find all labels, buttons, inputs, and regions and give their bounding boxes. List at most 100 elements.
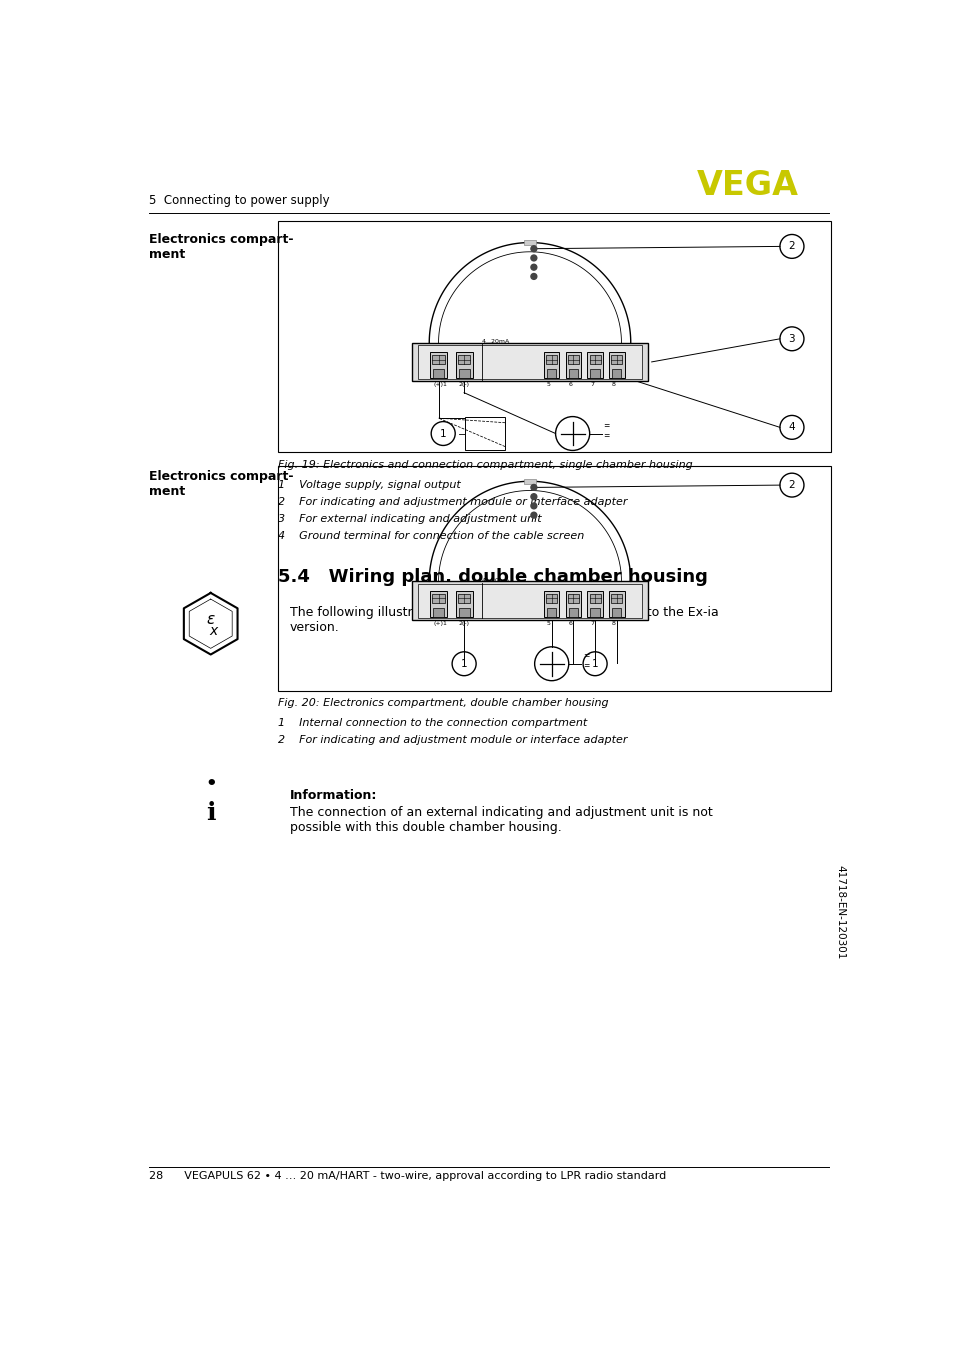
Text: 6: 6 — [568, 620, 572, 626]
Bar — [278, 466, 830, 691]
Bar — [417, 345, 641, 379]
Bar — [567, 355, 578, 364]
Text: 2: 2 — [788, 241, 795, 252]
Text: =
=: = = — [603, 421, 609, 440]
Text: 1: 1 — [591, 659, 598, 669]
Bar — [590, 368, 599, 378]
Text: 4    Ground terminal for connection of the cable screen: 4 Ground terminal for connection of the … — [278, 531, 584, 540]
Circle shape — [531, 255, 537, 261]
Bar — [587, 590, 602, 617]
Text: 3    For external indicating and adjustment unit: 3 For external indicating and adjustment… — [278, 513, 541, 524]
Text: 2    For indicating and adjustment module or interface adapter: 2 For indicating and adjustment module o… — [278, 497, 627, 506]
Text: (+)1: (+)1 — [433, 382, 447, 387]
Text: −: − — [469, 440, 477, 450]
Text: 2: 2 — [788, 481, 795, 490]
Text: 6: 6 — [568, 382, 572, 387]
Bar — [567, 593, 578, 603]
Text: 41718-EN-120301: 41718-EN-120301 — [834, 865, 844, 960]
Text: VEGA: VEGA — [696, 169, 798, 202]
Bar — [587, 352, 602, 378]
Text: Fig. 19: Electronics and connection compartment, single chamber housing: Fig. 19: Electronics and connection comp… — [278, 460, 692, 470]
Text: i: i — [206, 800, 215, 825]
Text: 8: 8 — [611, 620, 615, 626]
Text: 5: 5 — [546, 620, 550, 626]
Bar — [546, 608, 556, 617]
Bar — [417, 584, 641, 617]
Bar — [608, 590, 624, 617]
Circle shape — [531, 502, 537, 509]
Circle shape — [531, 246, 537, 252]
Bar — [590, 608, 599, 617]
Text: x: x — [209, 624, 217, 638]
Text: The following illustrations apply to the non-Ex as well as to the Ex-ia
version.: The following illustrations apply to the… — [290, 607, 718, 634]
Text: The connection of an external indicating and adjustment unit is not
possible wit: The connection of an external indicating… — [290, 806, 712, 834]
Circle shape — [531, 485, 537, 490]
Bar — [430, 590, 447, 617]
Bar — [568, 368, 578, 378]
Text: 5.4   Wiring plan, double chamber housing: 5.4 Wiring plan, double chamber housing — [278, 567, 707, 585]
Bar — [412, 343, 647, 382]
Text: Electronics compart-
ment: Electronics compart- ment — [149, 233, 293, 261]
Text: 1    Internal connection to the connection compartment: 1 Internal connection to the connection … — [278, 719, 587, 728]
Bar — [565, 352, 580, 378]
Bar — [543, 590, 558, 617]
Bar — [457, 355, 470, 364]
Bar — [546, 593, 557, 603]
Text: 4...20mA: 4...20mA — [481, 340, 510, 344]
Bar — [432, 593, 444, 603]
Circle shape — [531, 264, 537, 271]
Bar — [412, 581, 647, 620]
Text: 7: 7 — [590, 620, 594, 626]
Text: +: + — [469, 420, 476, 429]
Circle shape — [531, 494, 537, 500]
Bar — [430, 352, 447, 378]
Text: 5  Connecting to power supply: 5 Connecting to power supply — [149, 194, 329, 207]
Bar — [546, 355, 557, 364]
Bar — [568, 608, 578, 617]
Bar — [611, 355, 621, 364]
Bar — [608, 352, 624, 378]
Text: Electronics compart-
ment: Electronics compart- ment — [149, 470, 293, 498]
Bar — [543, 352, 558, 378]
Text: 8: 8 — [611, 382, 615, 387]
Bar — [456, 352, 472, 378]
Bar — [611, 593, 621, 603]
Circle shape — [531, 274, 537, 279]
Text: •: • — [205, 774, 216, 793]
Bar — [433, 608, 443, 617]
Text: Fig. 20: Electronics compartment, double chamber housing: Fig. 20: Electronics compartment, double… — [278, 699, 608, 708]
Text: 1: 1 — [460, 659, 467, 669]
Text: 1    Voltage supply, signal output: 1 Voltage supply, signal output — [278, 479, 460, 490]
Bar — [278, 221, 830, 452]
Text: 5: 5 — [546, 382, 550, 387]
Text: 2(-): 2(-) — [458, 620, 469, 626]
Bar — [546, 368, 556, 378]
Text: 2    For indicating and adjustment module or interface adapter: 2 For indicating and adjustment module o… — [278, 735, 627, 745]
Bar — [523, 479, 536, 483]
Bar — [612, 608, 620, 617]
Text: 1: 1 — [439, 428, 446, 439]
Text: Information:: Information: — [290, 789, 376, 803]
Text: 3: 3 — [788, 334, 795, 344]
Text: 28      VEGAPULS 62 • 4 … 20 mA/HART - two-wire, approval according to LPR radio: 28 VEGAPULS 62 • 4 … 20 mA/HART - two-wi… — [149, 1171, 665, 1181]
Bar — [589, 593, 599, 603]
Text: 2(-): 2(-) — [458, 382, 469, 387]
Bar — [458, 368, 469, 378]
Text: (+)1: (+)1 — [433, 620, 447, 626]
Bar — [589, 355, 599, 364]
Circle shape — [531, 512, 537, 519]
Text: 4: 4 — [788, 422, 795, 432]
Bar — [565, 590, 580, 617]
Bar — [433, 368, 443, 378]
Text: 4...20mA: 4...20mA — [481, 578, 510, 584]
Text: =
=: = = — [582, 651, 588, 670]
Bar — [458, 608, 469, 617]
Bar — [456, 590, 472, 617]
Text: ε: ε — [207, 612, 214, 627]
Bar — [464, 417, 505, 451]
Bar — [612, 368, 620, 378]
Bar — [523, 240, 536, 245]
Bar — [432, 355, 444, 364]
Bar — [457, 593, 470, 603]
Text: 7: 7 — [590, 382, 594, 387]
